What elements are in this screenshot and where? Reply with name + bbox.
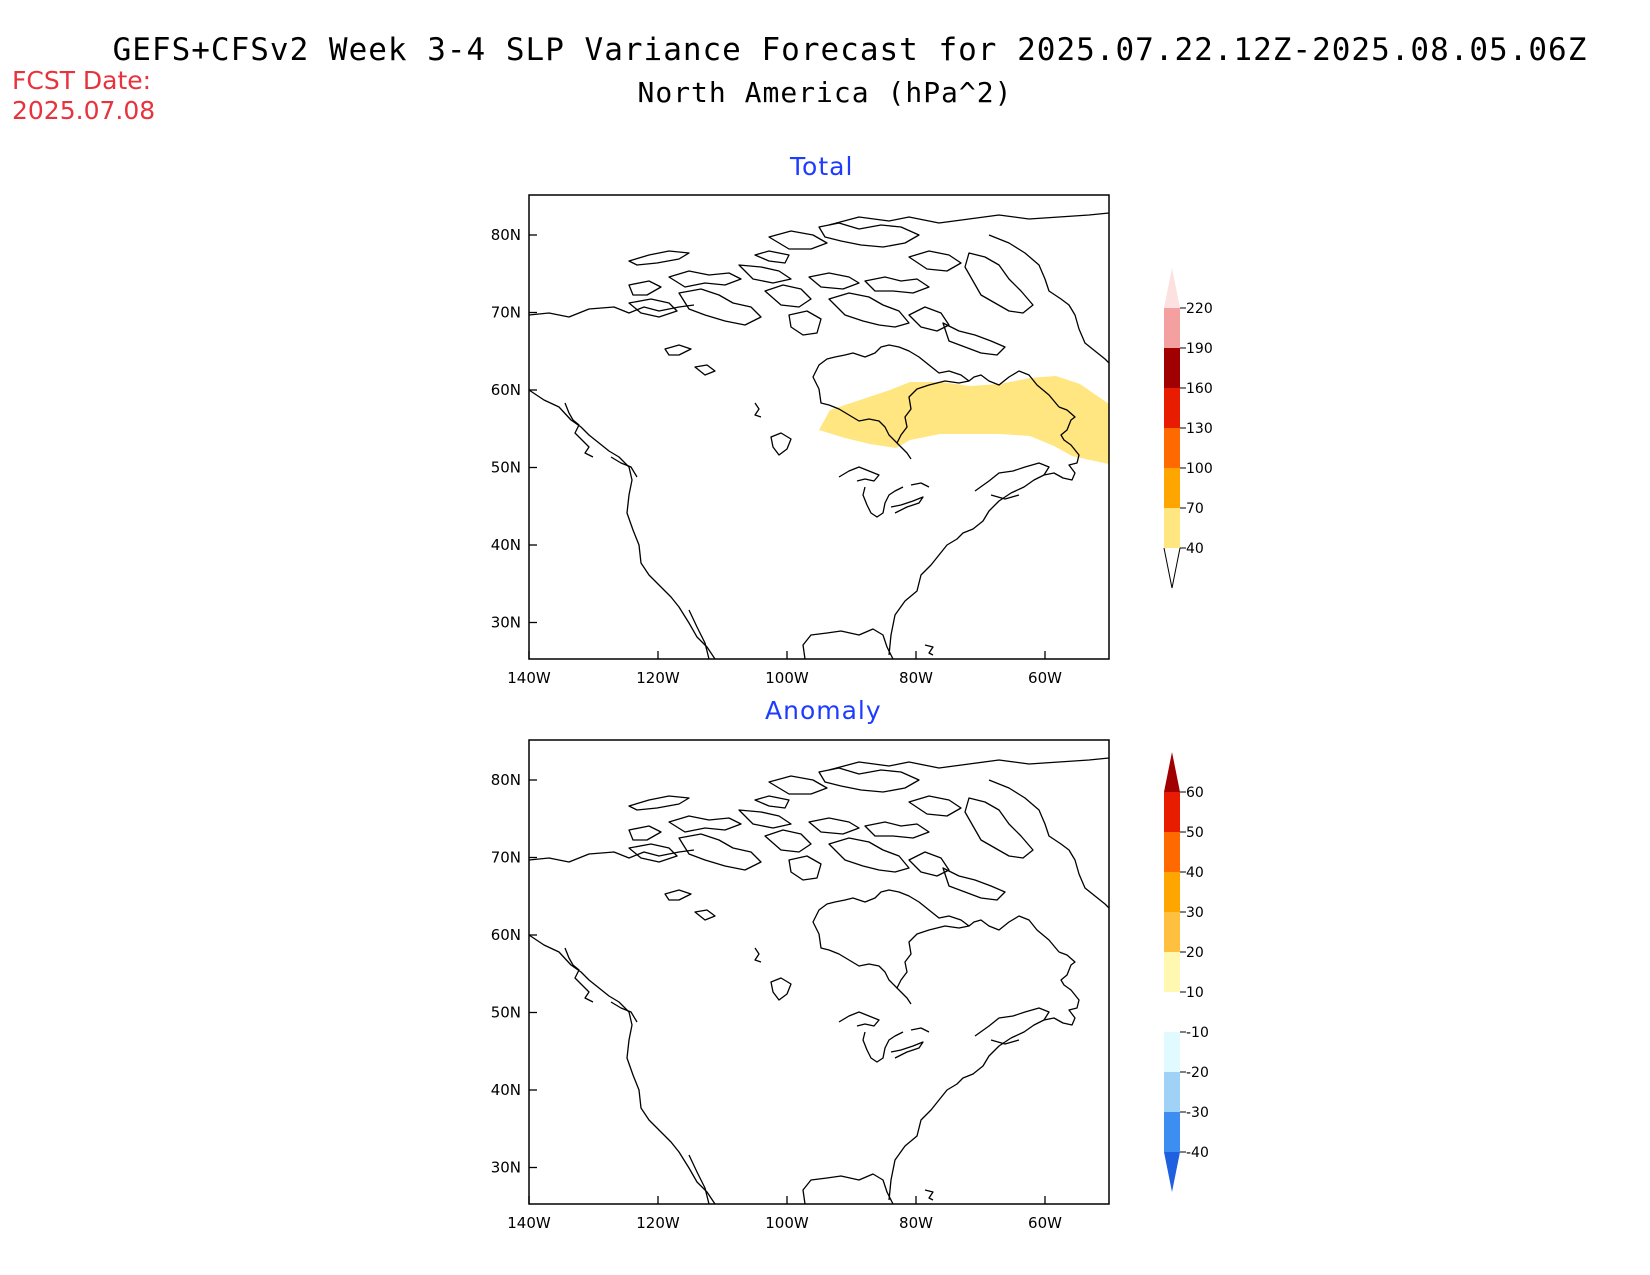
colorbar-bin: [1164, 832, 1180, 872]
colorbar-upper-arrow: [1164, 752, 1180, 792]
lon-tick-label: 120W: [636, 1214, 680, 1232]
colorbar-bin: [1164, 872, 1180, 912]
lat-tick-label: 70N: [491, 849, 521, 867]
anomaly-map: 80N 70N 60N 50N 40N 30N 140W 120W 100W 80W 60W: [491, 739, 1110, 1232]
lat-tick-label: 60N: [491, 381, 521, 399]
total-colorbar: 40 70 100 130 160 190 220: [1163, 268, 1213, 589]
colorbar-level-label: 10: [1186, 985, 1204, 1001]
colorbar-level-label: -30: [1186, 1105, 1209, 1121]
fcst-date-label: FCST Date:: [12, 66, 152, 95]
lat-tick-label: 30N: [491, 614, 521, 632]
colorbar-bin: [1164, 308, 1180, 348]
lon-tick-label: 60W: [1028, 1214, 1062, 1232]
lon-tick-label: 80W: [899, 1214, 933, 1232]
colorbar-bin: [1164, 388, 1180, 428]
colorbar-level-label: 40: [1186, 541, 1204, 557]
lat-tick-label: 60N: [491, 926, 521, 944]
colorbar-level-label: 20: [1186, 945, 1204, 961]
fcst-date-value: 2025.07.08: [12, 96, 156, 125]
colorbar-bin: [1164, 508, 1180, 548]
colorbar-level-label: 30: [1186, 905, 1204, 921]
colorbar-bin: [1164, 1112, 1180, 1152]
colorbar-bin: [1164, 992, 1180, 1032]
colorbar-bin: [1164, 348, 1180, 388]
lon-tick-label: 60W: [1028, 669, 1062, 687]
anomaly-colorbar: 60 50 40 30 20 10 -10 -20 -30 -40: [1164, 752, 1209, 1192]
colorbar-level-label: 40: [1186, 865, 1204, 881]
lon-tick-label: 120W: [636, 669, 680, 687]
colorbar-level-label: -40: [1186, 1145, 1209, 1161]
colorbar-level-label: 190: [1186, 341, 1213, 357]
lat-tick-label: 70N: [491, 304, 521, 322]
lon-tick-label: 100W: [765, 669, 809, 687]
colorbar-level-label: 100: [1186, 461, 1213, 477]
lat-tick-label: 50N: [491, 1004, 521, 1022]
colorbar-level-label: 160: [1186, 381, 1213, 397]
colorbar-bin: [1164, 912, 1180, 952]
total-panel-title: Total: [790, 152, 854, 181]
colorbar-level-label: 70: [1186, 501, 1204, 517]
lat-tick-label: 30N: [491, 1159, 521, 1177]
colorbar-level-label: -20: [1186, 1065, 1209, 1081]
lon-tick-label: 140W: [507, 1214, 551, 1232]
lon-tick-label: 80W: [899, 669, 933, 687]
colorbar-level-label: 60: [1186, 785, 1204, 801]
lon-tick-label: 140W: [507, 669, 551, 687]
colorbar-level-label: 130: [1186, 421, 1213, 437]
lat-tick-label: 40N: [491, 536, 521, 554]
total-map: 80N 70N 60N 50N 40N 30N 140W 120W 100W 80W 60W: [491, 194, 1110, 687]
colorbar-lower-arrow: [1163, 547, 1181, 589]
colorbar-level-label: -10: [1186, 1025, 1209, 1041]
total-variance-shading: [819, 376, 1109, 464]
lat-tick-label: 50N: [491, 459, 521, 477]
lat-tick-label: 40N: [491, 1081, 521, 1099]
colorbar-lower-arrow: [1164, 1152, 1180, 1192]
lat-tick-label: 80N: [491, 771, 521, 789]
colorbar-bin: [1164, 792, 1180, 832]
colorbar-upper-arrow: [1164, 268, 1180, 308]
colorbar-bin: [1164, 952, 1180, 992]
colorbar-bin: [1164, 468, 1180, 508]
main-title: GEFS+CFSv2 Week 3-4 SLP Variance Forecas…: [112, 32, 1588, 68]
colorbar-bin: [1164, 1032, 1180, 1072]
colorbar-bin: [1164, 1072, 1180, 1112]
anomaly-panel-title: Anomaly: [765, 696, 882, 725]
lat-tick-label: 80N: [491, 226, 521, 244]
lon-tick-label: 100W: [765, 1214, 809, 1232]
subtitle: North America (hPa^2): [637, 76, 1013, 109]
colorbar-bin: [1164, 428, 1180, 468]
colorbar-level-label: 50: [1186, 825, 1204, 841]
colorbar-level-label: 220: [1186, 301, 1213, 317]
